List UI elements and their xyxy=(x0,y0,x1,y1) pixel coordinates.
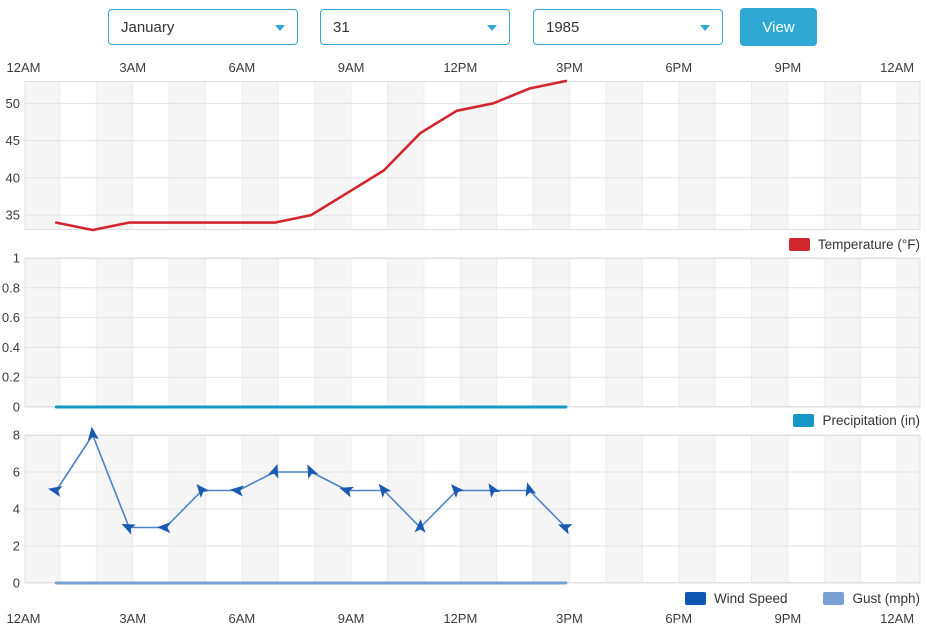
temperature-legend: Temperature (°F) xyxy=(788,237,920,252)
chevron-down-icon xyxy=(700,25,710,31)
time-tick-label: 3PM xyxy=(556,60,583,75)
temperature-legend-item: Temperature (°F) xyxy=(788,237,920,252)
year-select-value: 1985 xyxy=(546,18,580,36)
time-tick-label: 3AM xyxy=(119,60,147,75)
time-tick-label: 9AM xyxy=(337,60,365,75)
day-select-value: 31 xyxy=(333,18,350,36)
wind-speed-legend-label: Wind Speed xyxy=(713,591,788,606)
temperature-legend-swatch xyxy=(788,238,810,251)
svg-text:8: 8 xyxy=(13,428,20,443)
time-tick-label: 6AM xyxy=(228,60,256,75)
time-tick-label: 6PM xyxy=(665,60,693,75)
precipitation-legend-swatch xyxy=(793,414,815,427)
precipitation-chart: 0 0.2 0.4 0.6 0.8 1 xyxy=(2,251,921,415)
time-tick-label: 12AM xyxy=(880,60,915,75)
time-tick-label: 9AM xyxy=(337,611,365,626)
svg-text:0.8: 0.8 xyxy=(2,280,20,295)
wind-chart: 0 2 4 6 8 xyxy=(13,426,921,591)
precipitation-legend-label: Precipitation (in) xyxy=(822,413,920,428)
month-select-value: January xyxy=(121,18,175,36)
time-tick-label: 12AM xyxy=(6,611,41,626)
chevron-down-icon xyxy=(275,25,285,31)
svg-text:6: 6 xyxy=(13,465,20,480)
svg-text:35: 35 xyxy=(6,208,20,223)
time-axis-top: 12AM 3AM 6AM 9AM 12PM 3PM 6PM 9PM 12AM xyxy=(0,60,927,76)
gust-legend-swatch xyxy=(823,592,845,605)
time-tick-label: 12PM xyxy=(443,611,478,626)
precipitation-legend: Precipitation (in) xyxy=(793,413,920,428)
time-tick-label: 6AM xyxy=(228,611,256,626)
svg-text:0: 0 xyxy=(13,400,20,415)
view-button[interactable]: View xyxy=(740,8,817,46)
svg-text:50: 50 xyxy=(6,96,20,111)
temperature-chart: 35 40 45 50 xyxy=(6,79,921,232)
gust-legend-label: Gust (mph) xyxy=(852,591,920,606)
time-tick-label: 12AM xyxy=(6,60,41,75)
chevron-down-icon xyxy=(487,25,497,31)
svg-text:0.6: 0.6 xyxy=(2,310,20,325)
svg-text:2: 2 xyxy=(13,539,20,554)
wind-legend: Wind Speed Gust (mph) xyxy=(684,591,920,606)
svg-text:1: 1 xyxy=(13,251,20,266)
time-tick-label: 9PM xyxy=(774,60,802,75)
time-tick-label: 3PM xyxy=(556,611,583,626)
svg-text:45: 45 xyxy=(6,133,20,148)
time-tick-label: 3AM xyxy=(119,611,147,626)
svg-text:40: 40 xyxy=(6,170,20,185)
precipitation-legend-item: Precipitation (in) xyxy=(793,413,920,428)
time-axis-bottom: 12AM 3AM 6AM 9AM 12PM 3PM 6PM 9PM 12AM xyxy=(0,611,927,627)
year-select[interactable]: 1985 xyxy=(533,9,723,45)
svg-text:0.2: 0.2 xyxy=(2,370,20,385)
month-select[interactable]: January xyxy=(108,9,298,45)
gust-legend-item: Gust (mph) xyxy=(823,591,920,606)
time-tick-label: 12AM xyxy=(880,611,915,626)
svg-text:4: 4 xyxy=(13,502,20,517)
wind-speed-legend-item: Wind Speed xyxy=(684,591,788,606)
svg-text:0: 0 xyxy=(13,576,20,591)
day-select[interactable]: 31 xyxy=(320,9,510,45)
time-tick-label: 6PM xyxy=(665,611,693,626)
svg-text:0.4: 0.4 xyxy=(2,340,20,355)
time-tick-label: 12PM xyxy=(443,60,478,75)
wind-speed-legend-swatch xyxy=(684,592,706,605)
time-tick-label: 9PM xyxy=(774,611,802,626)
temperature-legend-label: Temperature (°F) xyxy=(817,237,920,252)
